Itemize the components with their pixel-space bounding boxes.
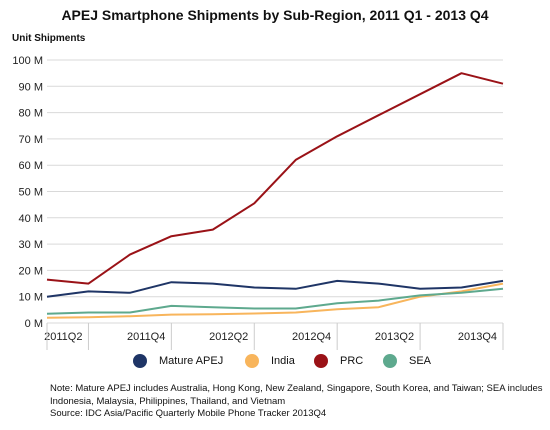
legend-item-prc: PRC bbox=[314, 354, 363, 368]
note-line: Source: IDC Asia/Pacific Quarterly Mobil… bbox=[50, 408, 327, 419]
legend-item-india: India bbox=[245, 354, 295, 368]
y-tick-label: 60 M bbox=[19, 160, 43, 172]
x-tick-label: 2013Q4 bbox=[458, 331, 497, 343]
note-line: Indonesia, Malaysia, Philippines, Thaila… bbox=[50, 395, 286, 407]
legend-label-mature-apej: Mature APEJ bbox=[159, 355, 224, 367]
legend-label-india: India bbox=[271, 355, 295, 367]
legend-item-mature-apej: Mature APEJ bbox=[133, 354, 223, 368]
legend-item-sea: SEA bbox=[383, 354, 431, 368]
legend-swatch-mature-apej bbox=[133, 354, 147, 368]
legend-swatch-sea bbox=[383, 354, 397, 368]
x-tick-label: 2011Q2 bbox=[44, 331, 82, 343]
note-line: Note: Mature APEJ includes Australia, Ho… bbox=[50, 383, 543, 394]
chart-legend: Mature APEJ India PRC SEA bbox=[0, 354, 550, 376]
y-tick-label: 10 M bbox=[19, 292, 43, 304]
series-line-mature-apej bbox=[46, 279, 504, 298]
x-tick-label: 2012Q4 bbox=[292, 331, 331, 343]
series-line-prc bbox=[46, 72, 504, 285]
y-tick-label: 80 M bbox=[19, 108, 43, 120]
y-tick-label: 50 M bbox=[19, 187, 43, 199]
series-line-sea bbox=[46, 287, 504, 315]
legend-swatch-prc bbox=[314, 354, 328, 368]
y-tick-label: 20 M bbox=[19, 265, 43, 277]
legend-swatch-india bbox=[245, 354, 259, 368]
y-tick-label: 90 M bbox=[19, 81, 43, 93]
y-axis-label: Unit Shipments bbox=[12, 33, 86, 44]
x-tick-label: 2013Q2 bbox=[375, 331, 414, 343]
y-tick-label: 100 M bbox=[12, 55, 43, 67]
legend-label-sea: SEA bbox=[409, 355, 432, 367]
y-tick-label: 70 M bbox=[19, 134, 43, 146]
chart-title: APEJ Smartphone Shipments by Sub-Region,… bbox=[61, 7, 489, 23]
x-tick-label: 2011Q4 bbox=[127, 331, 165, 343]
chart-notes: Note: Mature APEJ includes Australia, Ho… bbox=[50, 383, 545, 421]
y-tick-label: 0 M bbox=[25, 318, 43, 330]
x-tick-label: 2012Q2 bbox=[209, 331, 248, 343]
legend-label-prc: PRC bbox=[340, 355, 364, 367]
y-tick-label: 30 M bbox=[19, 239, 43, 251]
line-chart: 0 M 10 M 20 M 30 M 40 M 50 M 60 M 70 M 80 M 90 M 1… bbox=[12, 55, 504, 350]
y-tick-label: 40 M bbox=[19, 213, 43, 225]
